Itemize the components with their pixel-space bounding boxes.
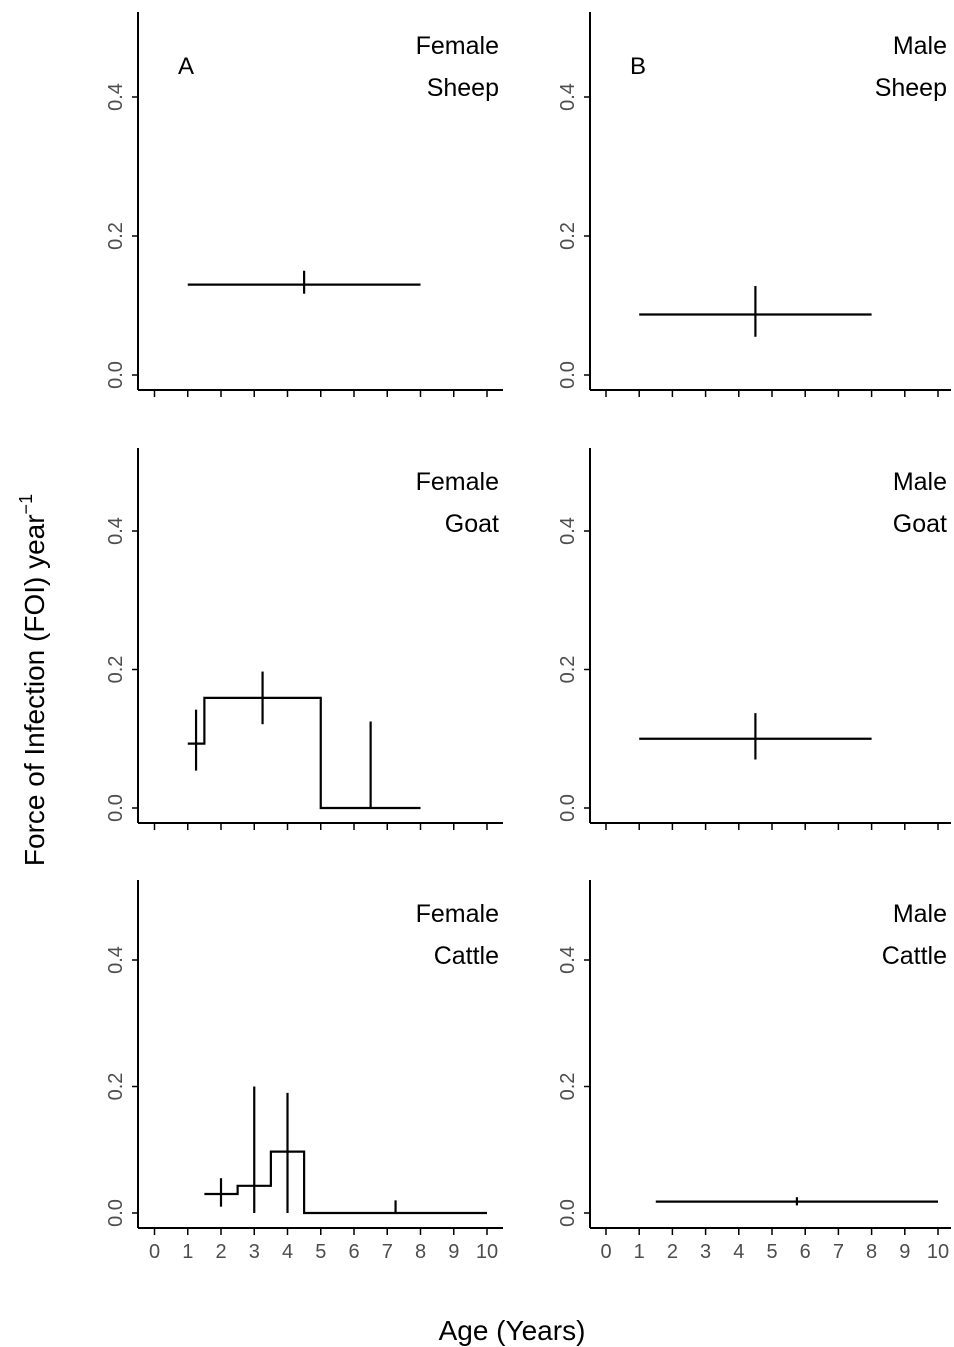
panel-title-line: Cattle [434, 942, 499, 970]
x-tick-label: 8 [415, 1241, 426, 1263]
panel-title-line: Sheep [875, 74, 947, 102]
y-tick-label: 0.0 [105, 794, 127, 822]
panel-6: 0.0 0.2 0.4 0 1 2 3 4 5 6 7 8 9 10 Male Cattle [557, 880, 951, 1263]
x-tick-label: 10 [476, 1241, 498, 1263]
y-tick-label: 0.4 [105, 946, 127, 974]
x-tick-label: 0 [149, 1241, 160, 1263]
y-tick-label: 0.4 [557, 517, 579, 545]
y-tick-label: 0.4 [557, 946, 579, 974]
panel-5: 0.0 0.2 0.4 0 1 2 3 4 5 6 7 8 9 10 Female Cattle [105, 880, 503, 1263]
y-tick-label: 0.4 [105, 517, 127, 545]
y-tick-label: 0.2 [557, 222, 579, 250]
panel-title-line: Male [893, 900, 947, 928]
y-tick-label: 0.0 [557, 361, 579, 389]
x-tick-label: 3 [700, 1241, 711, 1263]
foi-step-line [187, 696, 421, 810]
x-tick-label: 7 [382, 1241, 393, 1263]
panel-title-line: Goat [893, 510, 947, 538]
x-tick-label: 6 [348, 1241, 359, 1263]
x-tick-label: 1 [182, 1241, 193, 1263]
x-tick-label: 6 [800, 1241, 811, 1263]
x-tick-label: 8 [866, 1241, 877, 1263]
x-tick-label: 4 [733, 1241, 744, 1263]
y-tick-label: 0.0 [557, 794, 579, 822]
panel-title-line: Sheep [427, 74, 499, 102]
panel-4: 0.0 0.2 0.4 Male Goat [557, 448, 951, 830]
y-tick-label: 0.2 [557, 1073, 579, 1101]
x-tick-label: 9 [448, 1241, 459, 1263]
panel-letter: A [178, 53, 194, 80]
y-axis-title-superscript: −1 [16, 494, 36, 515]
panel-title-line: Female [416, 900, 499, 928]
y-tick-label: 0.2 [105, 1073, 127, 1101]
y-tick-label: 0.4 [105, 83, 127, 111]
panel-title-line: Female [416, 32, 499, 60]
x-tick-label: 2 [215, 1241, 226, 1263]
panel-letter: B [630, 53, 646, 80]
x-tick-label: 1 [634, 1241, 645, 1263]
x-tick-label: 5 [766, 1241, 777, 1263]
panel-title-line: Cattle [882, 942, 947, 970]
x-tick-label: 3 [249, 1241, 260, 1263]
y-tick-label: 0.2 [105, 656, 127, 684]
panel-title-line: Male [893, 468, 947, 496]
panel-title-line: Male [893, 32, 947, 60]
x-tick-label: 5 [315, 1241, 326, 1263]
y-tick-label: 0.0 [557, 1199, 579, 1227]
x-tick-label: 7 [833, 1241, 844, 1263]
x-tick-label: 10 [927, 1241, 949, 1263]
x-axis-title: Age (Years) [439, 1315, 586, 1346]
panel-1: 0.0 0.2 0.4 Female Sheep A [105, 12, 503, 397]
x-tick-label: 0 [600, 1241, 611, 1263]
y-tick-label: 0.0 [105, 361, 127, 389]
x-tick-label: 4 [282, 1241, 293, 1263]
y-axis-title: Force of Infection (FOI) year−1 [16, 494, 50, 866]
panel-grid: 0.0 0.2 0.4 Female Sheep A 0.0 0.2 0.4 Male Sheep B… [105, 12, 951, 1263]
panel-title-line: Goat [445, 510, 499, 538]
y-axis-title-main: Force of Infection (FOI) year [19, 514, 50, 866]
panel-title-line: Female [416, 468, 499, 496]
foi-step-line [204, 1150, 487, 1215]
x-tick-label: 2 [667, 1241, 678, 1263]
x-tick-label: 9 [899, 1241, 910, 1263]
panel-3: 0.0 0.2 0.4 Female Goat [105, 448, 503, 830]
y-tick-label: 0.0 [105, 1199, 127, 1227]
y-tick-label: 0.4 [557, 83, 579, 111]
y-tick-label: 0.2 [105, 222, 127, 250]
panel-2: 0.0 0.2 0.4 Male Sheep B [557, 12, 951, 397]
y-tick-label: 0.2 [557, 656, 579, 684]
